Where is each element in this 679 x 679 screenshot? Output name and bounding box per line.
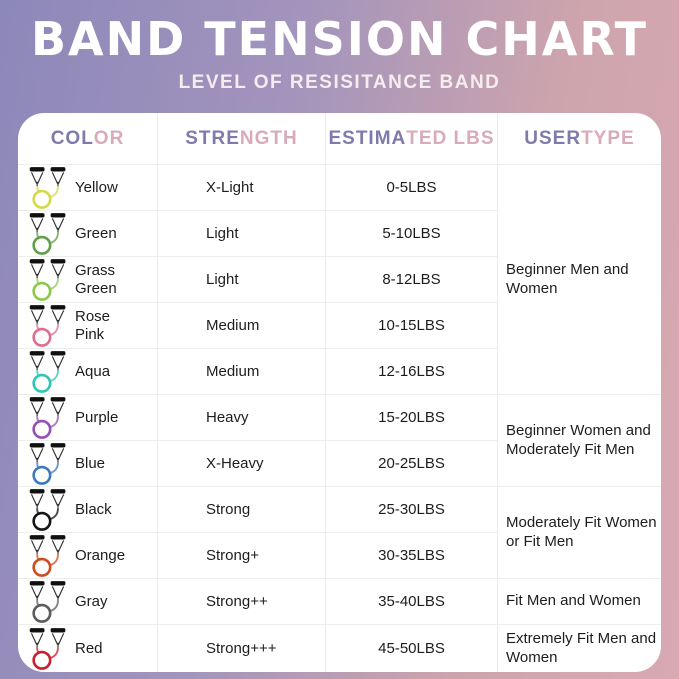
row-strength-cell: X-Light xyxy=(158,165,326,211)
page-title: BAND TENSION CHART xyxy=(30,12,649,66)
row-lbs-cell: 45-50LBS xyxy=(326,625,498,672)
resistance-band-icon xyxy=(29,304,66,347)
row-color-cell: Orange xyxy=(18,533,158,579)
resistance-band-icon xyxy=(29,627,66,670)
header-user-type-part1: USER xyxy=(524,127,582,149)
row-color-cell: Grass Green xyxy=(18,257,158,303)
band-color-label: Gray xyxy=(75,592,108,610)
row-color-cell: Blue xyxy=(18,441,158,487)
row-lbs-cell: 35-40LBS xyxy=(326,579,498,625)
band-color-label: Yellow xyxy=(75,178,118,196)
header-estimated-lbs-part2: TED LBS xyxy=(406,127,495,149)
row-lbs-cell: 8-12LBS xyxy=(326,257,498,303)
resistance-band-icon xyxy=(29,350,66,393)
row-strength-cell: Medium xyxy=(158,349,326,395)
row-color-cell: Green xyxy=(18,211,158,257)
resistance-band-icon xyxy=(29,488,66,531)
row-strength-cell: X-Heavy xyxy=(158,441,326,487)
row-color-cell: Gray xyxy=(18,579,158,625)
row-strength-cell: Medium xyxy=(158,303,326,349)
user-type-group-cell: Beginner Women and Moderately Fit Men xyxy=(498,395,661,487)
header-color-part1: COL xyxy=(50,127,94,149)
row-lbs-cell: 5-10LBS xyxy=(326,211,498,257)
row-lbs-cell: 15-20LBS xyxy=(326,395,498,441)
band-color-label: Purple xyxy=(75,408,119,426)
resistance-band-icon xyxy=(29,258,66,301)
user-type-group-cell: Fit Men and Women xyxy=(498,579,661,625)
band-color-label: Rose Pink xyxy=(75,308,111,343)
row-strength-cell: Strong++ xyxy=(158,579,326,625)
band-color-label: Blue xyxy=(75,454,106,472)
row-lbs-cell: 10-15LBS xyxy=(326,303,498,349)
row-color-cell: Red xyxy=(18,625,158,672)
row-color-cell: Purple xyxy=(18,395,158,441)
row-lbs-cell: 30-35LBS xyxy=(326,533,498,579)
header-user-type-part2: TYPE xyxy=(581,127,635,149)
band-color-label: Orange xyxy=(75,546,126,564)
row-color-cell: Yellow xyxy=(18,165,158,211)
resistance-band-icon xyxy=(29,534,66,577)
band-color-label: Grass Green xyxy=(75,262,117,297)
header-color-part2: OR xyxy=(93,127,125,149)
row-lbs-cell: 12-16LBS xyxy=(326,349,498,395)
row-strength-cell: Strong+++ xyxy=(158,625,326,672)
band-color-label: Aqua xyxy=(75,362,111,380)
header-estimated-lbs-part1: ESTIMA xyxy=(328,127,407,149)
user-type-group-cell: Moderately Fit Women or Fit Men xyxy=(498,487,661,579)
band-color-label: Red xyxy=(75,639,103,657)
row-lbs-cell: 25-30LBS xyxy=(326,487,498,533)
page-subtitle: LEVEL OF RESISITANCE BAND xyxy=(178,72,501,93)
band-color-label: Black xyxy=(75,500,112,518)
resistance-band-icon xyxy=(29,580,66,623)
row-color-cell: Rose Pink xyxy=(18,303,158,349)
header-color: COL OR xyxy=(18,113,158,165)
row-strength-cell: Light xyxy=(158,211,326,257)
resistance-band-icon xyxy=(29,396,66,439)
header-estimated-lbs: ESTIMA TED LBS xyxy=(326,113,498,165)
user-type-group-cell: Beginner Men and Women xyxy=(498,165,661,395)
row-strength-cell: Strong+ xyxy=(158,533,326,579)
band-color-label: Green xyxy=(75,224,117,242)
row-lbs-cell: 20-25LBS xyxy=(326,441,498,487)
header-strength: STRE NGTH xyxy=(158,113,326,165)
row-strength-cell: Strong xyxy=(158,487,326,533)
row-color-cell: Aqua xyxy=(18,349,158,395)
row-strength-cell: Light xyxy=(158,257,326,303)
resistance-band-icon xyxy=(29,166,66,209)
tension-table: COL OR STRE NGTH ESTIMA TED LBS USER TYPE Y… xyxy=(18,113,661,672)
header-strength-part2: NGTH xyxy=(239,127,298,149)
resistance-band-icon xyxy=(29,442,66,485)
header-strength-part1: STRE xyxy=(185,127,240,149)
row-lbs-cell: 0-5LBS xyxy=(326,165,498,211)
resistance-band-icon xyxy=(29,212,66,255)
header-user-type: USER TYPE xyxy=(498,113,661,165)
row-strength-cell: Heavy xyxy=(158,395,326,441)
row-color-cell: Black xyxy=(18,487,158,533)
user-type-group-cell: Extremely Fit Men and Women xyxy=(506,629,657,666)
